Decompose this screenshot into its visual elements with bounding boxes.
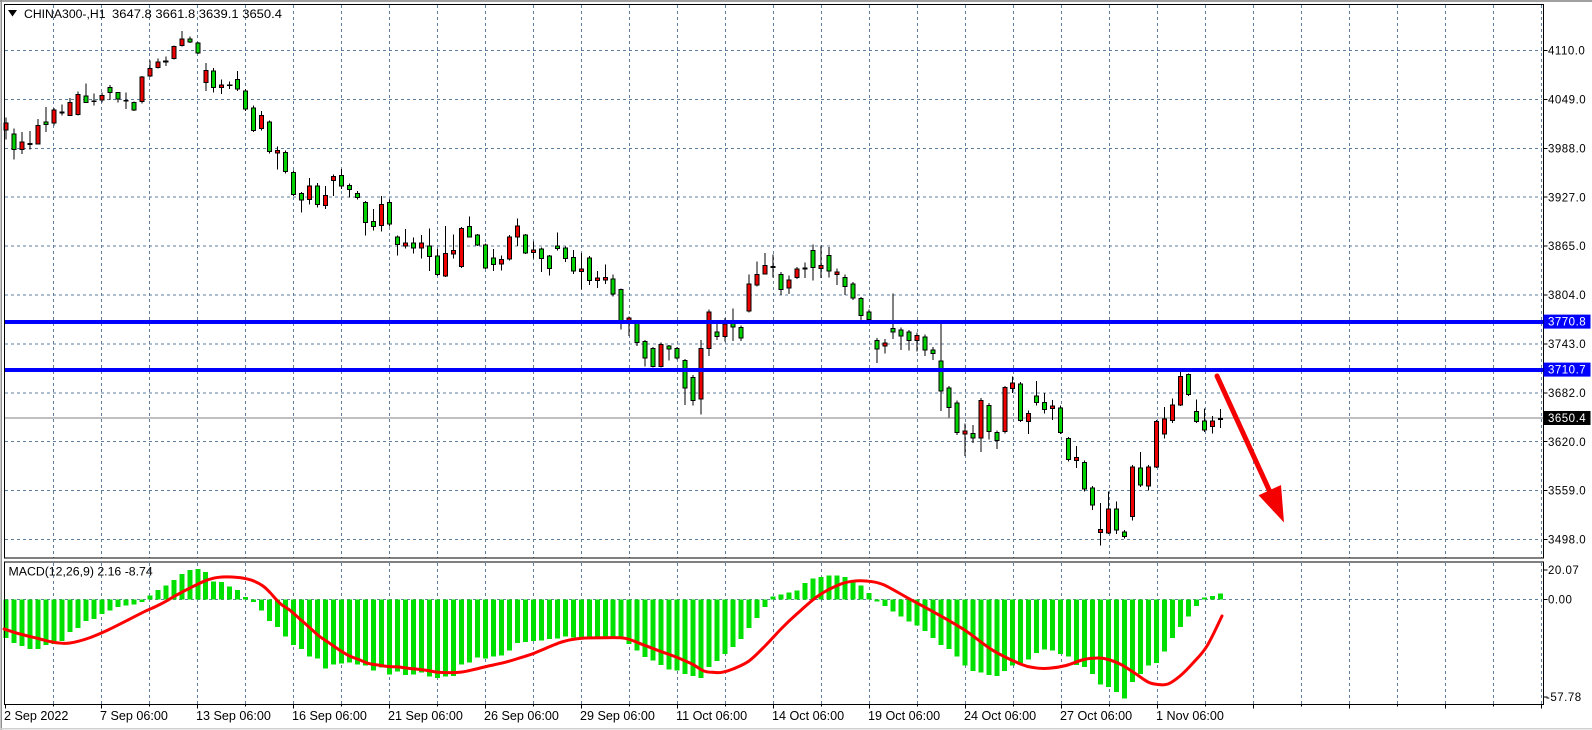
- svg-text:-57.78: -57.78: [1546, 692, 1582, 704]
- svg-text:26 Sep 06:00: 26 Sep 06:00: [484, 709, 559, 723]
- svg-text:13 Sep 06:00: 13 Sep 06:00: [196, 709, 271, 723]
- svg-text:3770.8: 3770.8: [1548, 317, 1586, 329]
- svg-text:1 Nov 06:00: 1 Nov 06:00: [1156, 709, 1224, 723]
- svg-text:3865.0: 3865.0: [1548, 241, 1586, 253]
- svg-text:0.00: 0.00: [1548, 594, 1572, 606]
- svg-text:16 Sep 06:00: 16 Sep 06:00: [292, 709, 367, 723]
- svg-text:3804.0: 3804.0: [1548, 290, 1586, 302]
- svg-text:MACD(12,26,9) 2.16 -8.74: MACD(12,26,9) 2.16 -8.74: [9, 564, 153, 578]
- svg-text:3650.4: 3650.4: [1548, 413, 1586, 425]
- svg-text:3682.0: 3682.0: [1548, 388, 1586, 400]
- svg-text:3927.0: 3927.0: [1548, 192, 1586, 204]
- svg-text:3620.0: 3620.0: [1548, 437, 1586, 449]
- svg-text:20.07: 20.07: [1548, 565, 1579, 577]
- svg-text:4049.0: 4049.0: [1548, 95, 1586, 107]
- svg-text:CHINA300-,H1: CHINA300-,H1: [24, 7, 106, 21]
- svg-text:3988.0: 3988.0: [1548, 143, 1586, 155]
- svg-text:14 Oct 06:00: 14 Oct 06:00: [772, 709, 844, 723]
- svg-text:24 Oct 06:00: 24 Oct 06:00: [964, 709, 1036, 723]
- svg-text:11 Oct 06:00: 11 Oct 06:00: [676, 709, 747, 723]
- svg-text:3498.0: 3498.0: [1548, 535, 1586, 547]
- svg-text:27 Oct 06:00: 27 Oct 06:00: [1060, 709, 1132, 723]
- svg-text:3743.0: 3743.0: [1548, 339, 1586, 351]
- svg-text:3559.0: 3559.0: [1548, 486, 1586, 498]
- svg-text:29 Sep 06:00: 29 Sep 06:00: [580, 709, 655, 723]
- svg-text:3647.8 3661.8 3639.1 3650.4: 3647.8 3661.8 3639.1 3650.4: [112, 7, 282, 21]
- svg-text:2 Sep 2022: 2 Sep 2022: [4, 709, 68, 723]
- svg-text:19 Oct 06:00: 19 Oct 06:00: [868, 709, 940, 723]
- svg-text:7 Sep 06:00: 7 Sep 06:00: [100, 709, 168, 723]
- svg-text:4110.0: 4110.0: [1548, 46, 1585, 58]
- svg-text:21 Sep 06:00: 21 Sep 06:00: [388, 709, 463, 723]
- svg-text:3710.7: 3710.7: [1548, 365, 1586, 377]
